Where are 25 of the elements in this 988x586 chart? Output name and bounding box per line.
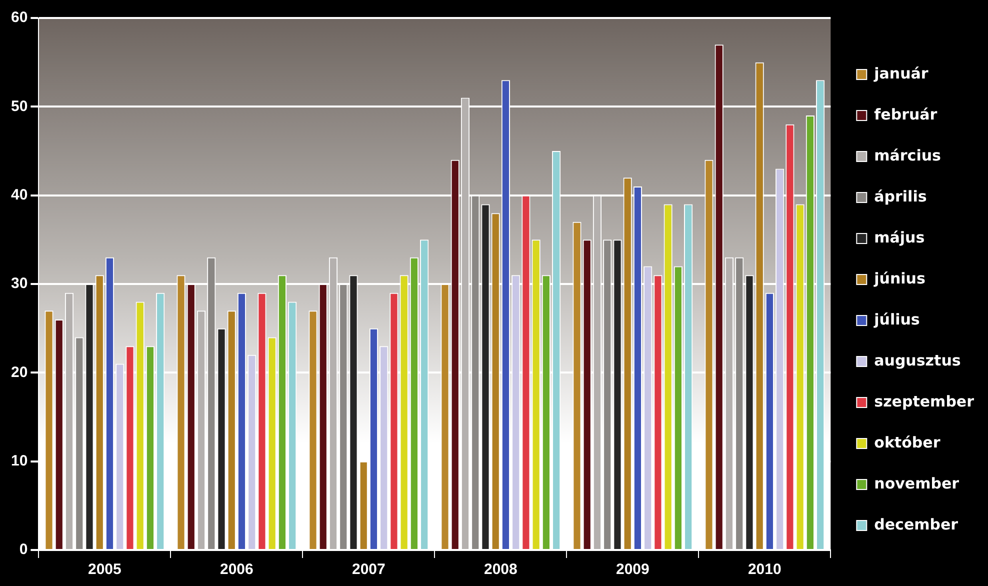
legend-label: augusztus bbox=[874, 351, 961, 370]
legend-label: június bbox=[873, 269, 926, 288]
y-tick-label: 30 bbox=[10, 275, 28, 292]
legend-label: május bbox=[874, 228, 925, 246]
legend-label: december bbox=[874, 515, 959, 534]
y-tick-label: 0 bbox=[19, 541, 28, 558]
legend-label: február bbox=[874, 105, 938, 124]
y-tick-label: 60 bbox=[10, 9, 28, 26]
x-tick-label: 2008 bbox=[484, 561, 518, 578]
legend-label: március bbox=[874, 146, 942, 164]
y-tick-label: 40 bbox=[10, 186, 28, 204]
legend-label: január bbox=[873, 64, 929, 82]
x-tick-label: 2005 bbox=[88, 561, 122, 578]
legend-label: április bbox=[874, 187, 927, 206]
x-tick-label: 2009 bbox=[616, 561, 650, 578]
x-tick-label: 2006 bbox=[220, 561, 254, 578]
legend-label: szeptember bbox=[874, 392, 975, 410]
legend-label: július bbox=[873, 310, 920, 328]
y-tick-label: 10 bbox=[10, 452, 28, 470]
y-tick-label: 50 bbox=[10, 98, 28, 115]
x-tick-label: 2010 bbox=[748, 561, 782, 578]
legend-label: október bbox=[874, 433, 941, 452]
y-tick-label: 20 bbox=[10, 364, 28, 381]
legend-label: november bbox=[874, 474, 960, 492]
x-tick-label: 2007 bbox=[352, 561, 386, 578]
